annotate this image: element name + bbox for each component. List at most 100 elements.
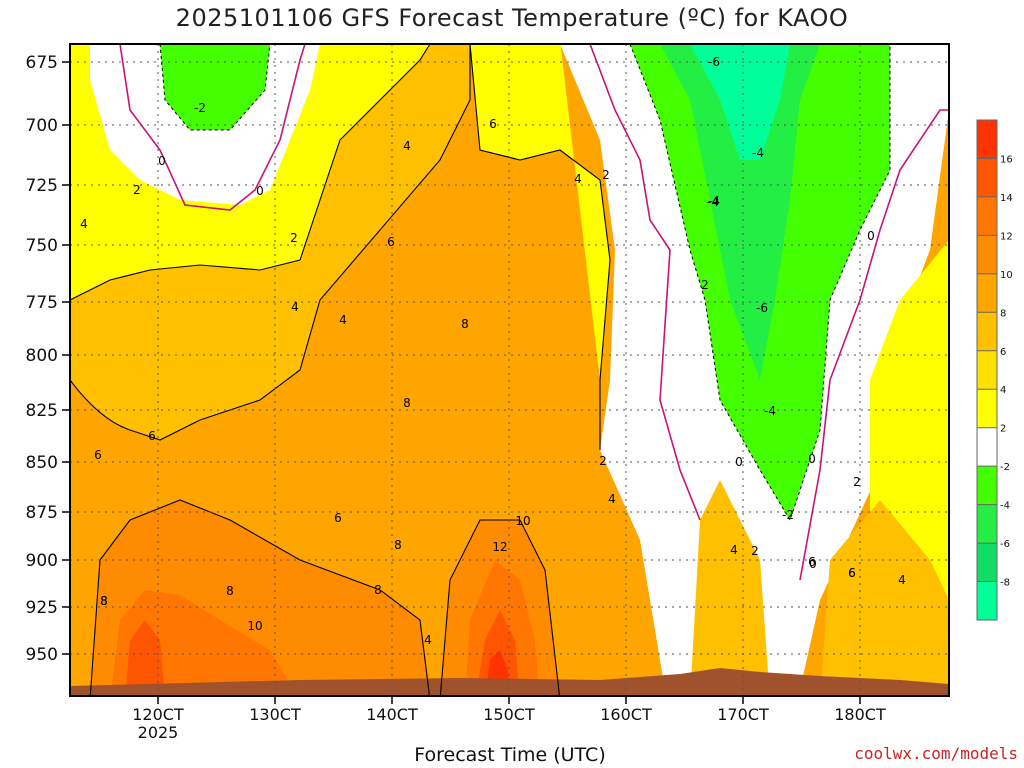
colorbar: 16 14 12 10 8 6 4 2 -2 -4 -6 -8 [976, 119, 1013, 621]
colorbar-swatch [977, 581, 997, 620]
contour-label: 6 [387, 235, 395, 249]
contour-label: -6 [708, 55, 720, 69]
x-tick-label: 170CT [717, 705, 769, 724]
colorbar-label: 8 [1000, 308, 1006, 319]
contour-label: 4 [339, 313, 347, 327]
fill-neg6-right [690, 44, 790, 160]
contour-label: 8 [226, 584, 234, 598]
colorbar-swatch [977, 273, 997, 313]
plot-fill-layers [70, 44, 949, 696]
contour-label: 0 [867, 229, 875, 243]
contour-label: -4 [752, 146, 764, 160]
contour-label: 0 [158, 154, 166, 168]
x-tick-label: 120CT [132, 705, 184, 724]
contour-label: 6 [808, 555, 816, 569]
contour-label: 2 [751, 544, 759, 558]
zero-contour-right-b [799, 109, 949, 581]
contour-label: -2 [194, 101, 206, 115]
contour-label: 4 [898, 573, 906, 587]
colorbar-label: 16 [1000, 154, 1013, 165]
colorbar-swatch [977, 235, 997, 274]
contour-label: 8 [461, 317, 469, 331]
contour-label: 2 [602, 168, 610, 182]
contour-label: 6 [148, 429, 156, 443]
colorbar-swatch [977, 466, 997, 505]
zero-contour-left [119, 44, 306, 211]
y-tick-label: 950 [26, 645, 58, 665]
contour-label: 0 [256, 184, 264, 198]
contour-label: 4 [574, 172, 582, 186]
y-tick-label: 825 [26, 401, 58, 421]
black-contours [70, 44, 611, 696]
y-tick-label: 775 [26, 293, 58, 313]
contour-label: 8 [100, 594, 108, 608]
colorbar-swatch [977, 158, 997, 197]
colorbar-swatch [977, 312, 997, 351]
contour-label: 4 [730, 543, 738, 557]
zero-contours [119, 44, 949, 581]
y-axis-ticks: 675 700 725 750 775 800 825 850 875 900 925 950 [26, 53, 70, 665]
x-axis-ticks: 120CT 130CT 140CT 150CT 160CT 170CT 180CT [132, 696, 886, 724]
contour-label: 0 [808, 452, 816, 466]
contour-label: 0 [809, 557, 817, 571]
x-tick-label: 150CT [483, 705, 535, 724]
contour-label: 0 [735, 455, 743, 469]
contour-4-left [70, 44, 471, 441]
colorbar-swatch [977, 196, 997, 236]
contour-label: 2 [701, 278, 709, 292]
contour-label: 6 [848, 566, 856, 580]
colorbar-label: 4 [1000, 385, 1006, 396]
contour-2-left [70, 44, 431, 301]
contour-label: 4 [608, 492, 616, 506]
y-tick-label: 675 [26, 53, 58, 73]
contour-label: 2 [290, 231, 298, 245]
colorbar-label: 14 [1000, 193, 1013, 204]
fill-neg4-right [660, 44, 820, 380]
colorbar-swatch [977, 389, 997, 428]
fill-4-6-lower [690, 480, 770, 696]
colorbar-label: -4 [1000, 501, 1010, 512]
colorbar-label: -2 [1000, 462, 1010, 473]
fill-12-14 [125, 620, 165, 696]
y-tick-label: 800 [26, 346, 58, 366]
contour-label: 2 [599, 454, 607, 468]
credit-text: coolwx.com/models [854, 744, 1018, 763]
contour-label: 6 [489, 117, 497, 131]
contour-label: 10 [247, 619, 262, 633]
contour-neg2-left [159, 44, 271, 131]
contour-label: 4 [291, 300, 299, 314]
colorbar-frame [976, 119, 998, 621]
contour-label: -4 [764, 404, 776, 418]
contour-label: 10 [515, 514, 530, 528]
y-tick-label: 925 [26, 598, 58, 618]
contour-label: 4 [403, 139, 411, 153]
y-tick-label: 750 [26, 236, 58, 256]
colorbar-label: 2 [1000, 424, 1006, 435]
y-tick-label: 700 [26, 116, 58, 136]
contour-8-mid [439, 519, 561, 696]
colorbar-swatch [977, 543, 997, 582]
contour-label: 8 [100, 594, 108, 608]
contour-label: 2 [853, 475, 861, 489]
colorbar-swatch [977, 350, 997, 390]
contour-label: 12 [492, 540, 507, 554]
y-tick-label: 900 [26, 551, 58, 571]
x-axis-label: Forecast Time (UTC) [414, 744, 606, 766]
contour-label: 8 [394, 538, 402, 552]
contour-label: 4 [424, 633, 432, 647]
y-tick-label: 850 [26, 453, 58, 473]
colorbar-label: -8 [1000, 578, 1010, 589]
contour-label: -2 [782, 508, 794, 522]
fill-4-6-right [820, 500, 949, 696]
dashed-contours [159, 44, 891, 522]
colorbar-swatch [977, 504, 997, 544]
contour-label: -4 [708, 194, 720, 208]
x-tick-label: 160CT [600, 705, 652, 724]
y-tick-label: 875 [26, 503, 58, 523]
x-year-label: 2025 [138, 723, 179, 742]
chart-title: 2025101106 GFS Forecast Temperature (ºC)… [175, 4, 849, 32]
contour-label: -6 [756, 301, 768, 315]
contour-label: 6 [334, 511, 342, 525]
contour-label: 8 [403, 396, 411, 410]
